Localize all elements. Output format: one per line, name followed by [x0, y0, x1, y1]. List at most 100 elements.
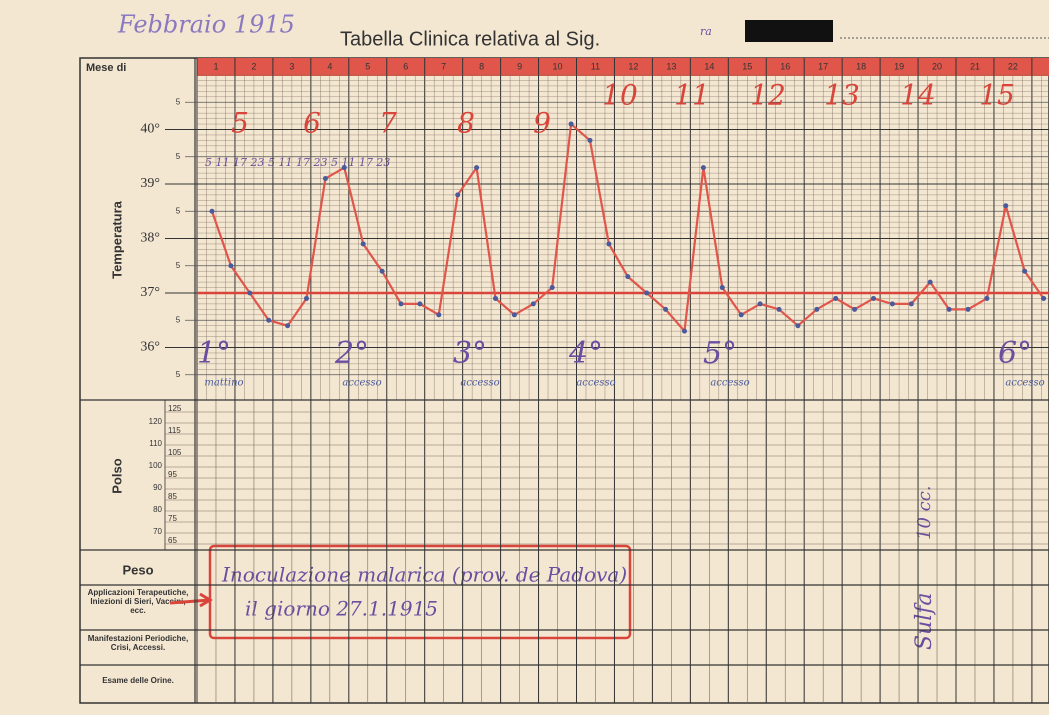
- temperature-point: [947, 307, 952, 312]
- temperature-point: [550, 285, 555, 290]
- day-label: 8: [479, 61, 484, 71]
- attack-caption: accesso: [1005, 378, 1044, 389]
- temperature-point: [682, 329, 687, 334]
- temperature-point: [928, 280, 933, 285]
- day-label: 10: [553, 61, 563, 71]
- temperature-point: [436, 312, 441, 317]
- fever-day-note: 7: [379, 107, 397, 140]
- temperature-point: [795, 323, 800, 328]
- fever-day-note: 5: [231, 107, 249, 140]
- pulse-tick-label: 120: [149, 417, 163, 426]
- y-tick-label: 37°: [140, 285, 160, 300]
- attack-note: 6°: [998, 336, 1032, 371]
- temperature-point: [833, 296, 838, 301]
- day-label: 18: [856, 61, 866, 71]
- day-label: 9: [517, 61, 522, 71]
- y-tick-label: 38°: [140, 231, 160, 246]
- pulse-label: Polso: [109, 458, 124, 493]
- attack-caption: accesso: [342, 378, 381, 389]
- y-tick-label: 40°: [140, 122, 160, 137]
- temperature-point: [228, 263, 233, 268]
- pulse-tick-label: 110: [149, 439, 162, 448]
- attack-note: 2°: [334, 336, 369, 371]
- temperature-point: [739, 312, 744, 317]
- pulse-tick-label: 80: [153, 505, 162, 514]
- day-label: 6: [403, 61, 408, 71]
- temperature-point: [1003, 203, 1008, 208]
- temperature-point: [871, 296, 876, 301]
- drug-note: Sulfa: [912, 592, 937, 650]
- note-line: Inoculazione malarica (prov. de Padova): [221, 563, 627, 587]
- urine-label: Esame delle Orine.: [100, 676, 176, 685]
- attack-note: 5°: [703, 336, 737, 371]
- temperature-point: [380, 269, 385, 274]
- fever-day-note: 10: [602, 79, 638, 112]
- temperature-point: [720, 285, 725, 290]
- half-tick-label: 5: [176, 206, 181, 215]
- pulse-tick-label: 65: [168, 536, 177, 545]
- temperature-point: [814, 307, 819, 312]
- temperature-point: [1041, 296, 1046, 301]
- day-label: 5: [365, 61, 370, 71]
- fever-day-note: 12: [750, 79, 786, 112]
- day-label: 11: [591, 61, 600, 71]
- pulse-tick-label: 125: [168, 404, 182, 413]
- day-label: 14: [704, 61, 714, 71]
- temperature-point: [852, 307, 857, 312]
- temperature-point: [606, 241, 611, 246]
- pulse-tick-label: 100: [149, 461, 163, 470]
- temperature-label: Temperatura: [109, 200, 124, 279]
- day-label: 19: [894, 61, 904, 71]
- temperature-point: [285, 323, 290, 328]
- fever-day-note: 14: [900, 79, 936, 112]
- day-label: 4: [327, 61, 332, 71]
- temperature-point: [890, 301, 895, 306]
- pulse-tick-label: 85: [168, 492, 177, 501]
- attack-note: 1°: [197, 336, 231, 371]
- temperature-point: [474, 165, 479, 170]
- fever-day-note: 8: [457, 107, 475, 140]
- temperature-point: [984, 296, 989, 301]
- temperature-point: [417, 301, 422, 306]
- note-line: il giorno 27.1.1915: [245, 597, 438, 621]
- day-label: 13: [666, 61, 676, 71]
- attack-note: 4°: [568, 336, 603, 371]
- half-tick-label: 5: [176, 97, 181, 106]
- temperature-point: [701, 165, 706, 170]
- month-label: Mese di: [86, 62, 126, 74]
- temperature-point: [266, 318, 271, 323]
- redaction: [745, 20, 833, 42]
- temperature-point: [210, 209, 215, 214]
- temperature-point: [247, 291, 252, 296]
- temperature-point: [644, 291, 649, 296]
- temperature-point: [588, 138, 593, 143]
- title: Tabella Clinica relativa al Sig.: [340, 28, 600, 50]
- fever-day-note: 13: [824, 79, 860, 112]
- temperature-point: [399, 301, 404, 306]
- day-label: 22: [1008, 61, 1018, 71]
- pulse-tick-label: 70: [153, 527, 162, 536]
- temperature-point: [758, 301, 763, 306]
- month-note: Febbraio 1915: [117, 11, 295, 39]
- weight-label: Peso: [122, 562, 153, 577]
- temperature-point: [909, 301, 914, 306]
- day-label: 3: [289, 61, 294, 71]
- pulse-tick-label: 105: [168, 448, 182, 457]
- temperature-point: [966, 307, 971, 312]
- day-header: [197, 58, 1049, 76]
- fever-day-note: 6: [303, 107, 321, 140]
- attack-caption: accesso: [710, 378, 749, 389]
- page: Febbraio 1915 Tabella Clinica relativa a…: [0, 0, 1049, 715]
- half-tick-label: 5: [176, 152, 181, 161]
- temperature-point: [625, 274, 630, 279]
- attack-caption: accesso: [576, 378, 615, 389]
- chart-sheet: Febbraio 1915 Tabella Clinica relativa a…: [0, 0, 1049, 715]
- temperature-point: [304, 296, 309, 301]
- day-label: 7: [441, 61, 446, 71]
- manifestations-box: Manifestazioni Periodiche, Crisi, Access…: [82, 634, 194, 668]
- y-tick-label: 39°: [140, 176, 160, 191]
- manifestations-label: Manifestazioni Periodiche, Crisi, Access…: [82, 634, 194, 652]
- fever-day-note: 15: [979, 79, 1015, 112]
- applications-box: Applicazioni Terapeutiche, Iniezioni di …: [82, 588, 194, 632]
- day-label: 2: [251, 61, 256, 71]
